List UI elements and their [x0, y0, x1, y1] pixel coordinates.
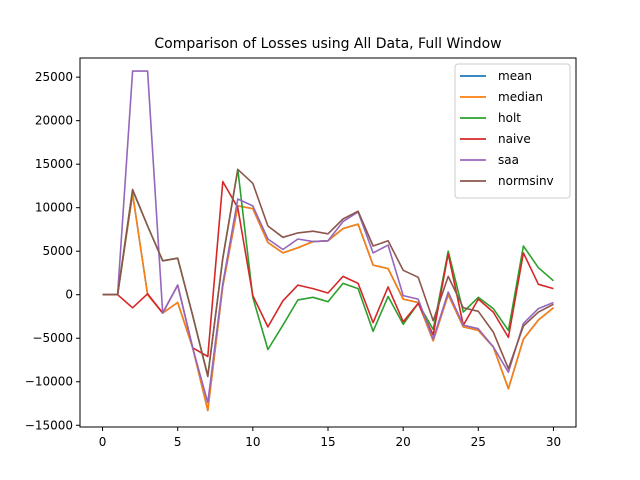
series-line-saa	[102, 70, 554, 404]
legend-label-naive: naive	[498, 132, 531, 146]
series-line-normsinv	[102, 168, 554, 378]
legend-label-normsinv: normsinv	[498, 174, 554, 188]
x-tick-label: 10	[245, 435, 260, 449]
y-tick-label: −10000	[25, 375, 73, 389]
legend-label-saa: saa	[498, 153, 519, 167]
legend-label-median: median	[498, 90, 543, 104]
x-tick-label: 15	[320, 435, 335, 449]
x-tick-label: 30	[546, 435, 561, 449]
y-tick-label: 10000	[35, 201, 73, 215]
y-axis: −15000 −10000 −5000 0 5000 10000 15000 20000 250…	[25, 70, 80, 432]
y-tick-label: 15000	[35, 157, 73, 171]
legend: mean median holt naive saa normsinv	[454, 63, 571, 199]
chart-title: Comparison of Losses using All Data, Ful…	[154, 36, 501, 52]
y-tick-label: 20000	[35, 114, 73, 128]
x-tick-label: 5	[174, 435, 182, 449]
y-tick-label: −5000	[32, 331, 73, 345]
y-tick-label: 0	[65, 288, 73, 302]
x-tick-label: 25	[471, 435, 486, 449]
y-tick-label: −15000	[25, 418, 73, 432]
legend-label-mean: mean	[498, 69, 532, 83]
series-group	[102, 70, 555, 412]
x-tick-label: 20	[396, 435, 411, 449]
x-tick-label: 0	[99, 435, 107, 449]
y-tick-label: 5000	[42, 244, 73, 258]
x-axis: 0 5 10 15 20 25 30	[99, 427, 561, 449]
legend-label-holt: holt	[498, 111, 521, 125]
y-tick-label: 25000	[35, 70, 73, 84]
plot-frame	[79, 57, 577, 428]
